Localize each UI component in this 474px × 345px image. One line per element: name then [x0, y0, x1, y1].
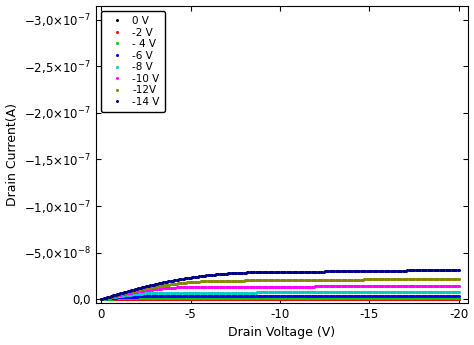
-2 V	[311, 297, 317, 301]
-8 V	[311, 290, 317, 294]
-12V	[317, 278, 323, 282]
-14 V	[422, 268, 428, 272]
- 4 V	[400, 296, 405, 300]
-14 V	[400, 268, 405, 273]
0 V	[99, 297, 104, 302]
-10 V	[422, 284, 428, 288]
0 V	[422, 297, 428, 302]
Line: -2 V: -2 V	[100, 297, 460, 301]
0 V	[317, 297, 323, 302]
-6 V	[400, 294, 405, 298]
-10 V	[100, 297, 105, 301]
-12V	[456, 277, 462, 281]
-10 V	[311, 284, 317, 288]
-2 V	[99, 297, 104, 302]
-14 V	[100, 297, 105, 301]
- 4 V	[100, 297, 105, 301]
Line: - 4 V: - 4 V	[100, 297, 460, 301]
-8 V	[400, 290, 405, 294]
-12V	[422, 277, 428, 281]
-14 V	[317, 269, 323, 274]
-8 V	[317, 290, 323, 294]
-10 V	[99, 297, 104, 302]
-14 V	[311, 269, 317, 274]
- 4 V	[99, 297, 104, 302]
- 4 V	[317, 296, 323, 300]
-14 V	[99, 297, 104, 302]
-2 V	[400, 297, 405, 301]
-10 V	[400, 284, 405, 288]
-12V	[100, 297, 105, 301]
-8 V	[99, 297, 104, 302]
-8 V	[456, 290, 462, 294]
-8 V	[310, 290, 316, 294]
-6 V	[99, 297, 104, 302]
-12V	[400, 277, 405, 281]
Line: -6 V: -6 V	[100, 295, 460, 301]
Legend: 0 V, -2 V, - 4 V, -6 V, -8 V, -10 V, -12V, -14 V: 0 V, -2 V, - 4 V, -6 V, -8 V, -10 V, -12…	[101, 11, 165, 112]
-6 V	[317, 294, 323, 298]
X-axis label: Drain Voltage (V): Drain Voltage (V)	[228, 326, 336, 339]
-2 V	[100, 297, 105, 301]
-8 V	[100, 297, 105, 301]
-2 V	[456, 297, 462, 301]
Line: -14 V: -14 V	[100, 268, 460, 301]
0 V	[310, 297, 316, 302]
0 V	[311, 297, 317, 302]
-6 V	[422, 294, 428, 298]
-6 V	[310, 294, 316, 298]
Line: -10 V: -10 V	[100, 284, 460, 301]
Line: 0 V: 0 V	[100, 298, 460, 301]
- 4 V	[422, 296, 428, 300]
-6 V	[311, 294, 317, 298]
-14 V	[310, 269, 316, 274]
-14 V	[456, 268, 462, 272]
-2 V	[310, 297, 316, 301]
- 4 V	[311, 296, 317, 300]
Line: -8 V: -8 V	[100, 290, 460, 301]
0 V	[400, 297, 405, 302]
-2 V	[422, 297, 428, 301]
-6 V	[100, 297, 105, 301]
-10 V	[310, 284, 316, 288]
- 4 V	[310, 296, 316, 300]
0 V	[100, 297, 105, 302]
-10 V	[456, 284, 462, 288]
-6 V	[456, 294, 462, 298]
-2 V	[317, 297, 323, 301]
Y-axis label: Drain Current(A): Drain Current(A)	[6, 103, 18, 206]
Line: -12V: -12V	[100, 277, 460, 301]
-12V	[311, 278, 317, 282]
-10 V	[317, 284, 323, 288]
-8 V	[422, 290, 428, 294]
0 V	[456, 297, 462, 302]
-12V	[310, 278, 316, 282]
- 4 V	[456, 296, 462, 300]
-12V	[99, 297, 104, 302]
